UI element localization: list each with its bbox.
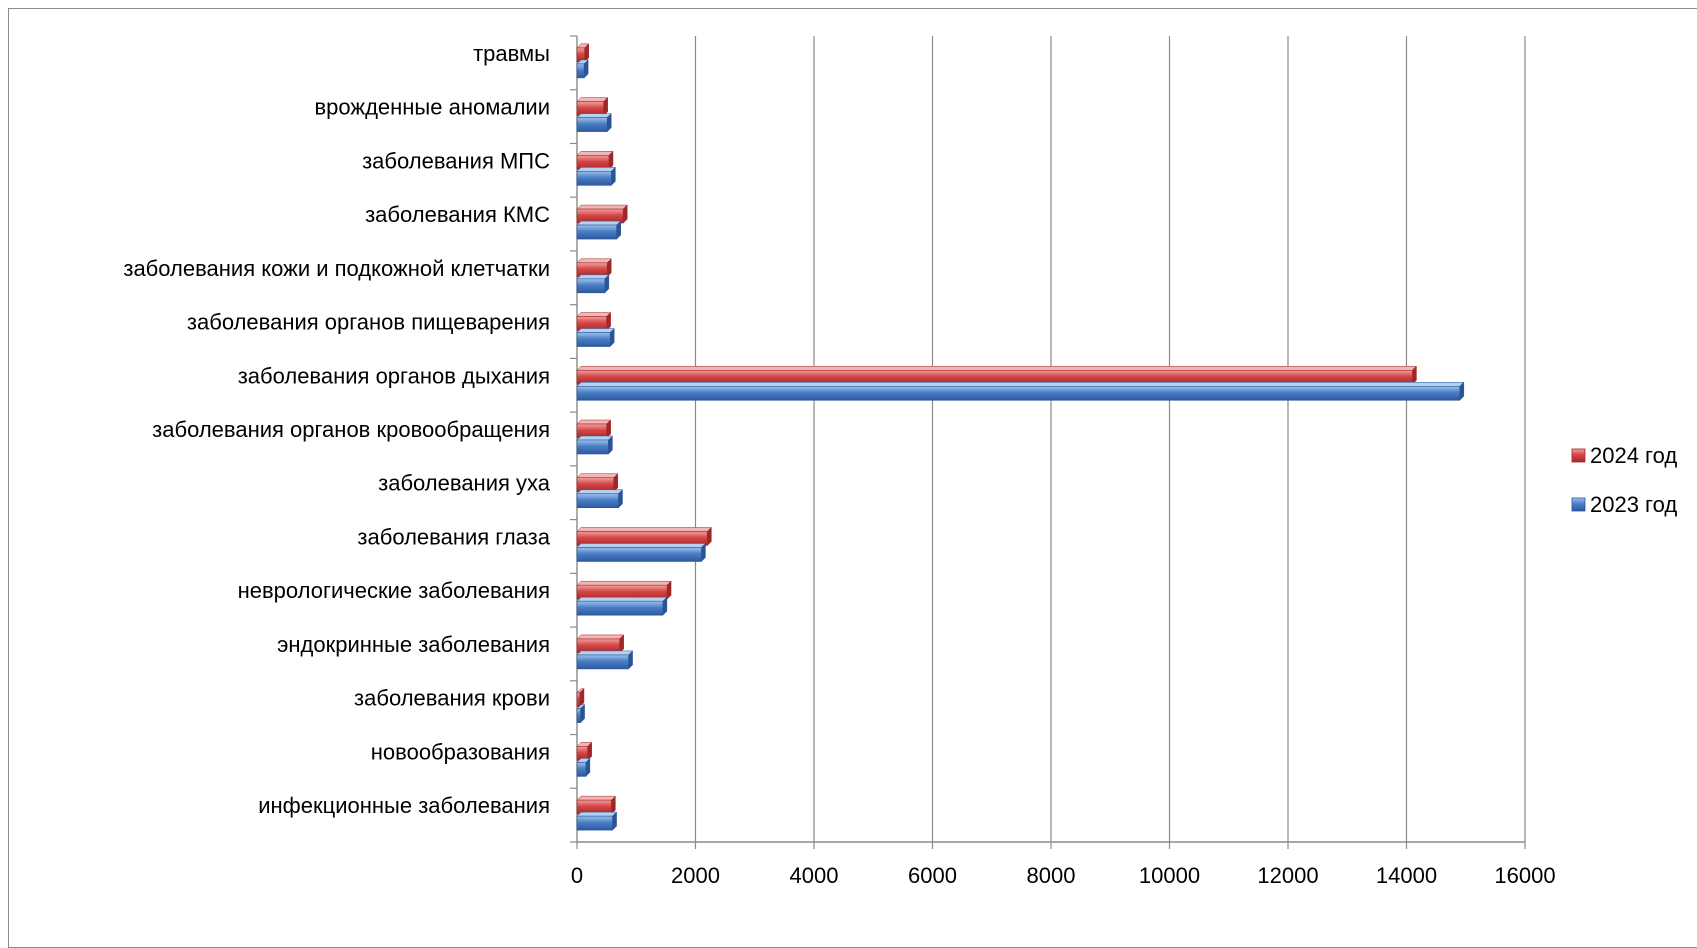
bar-2024 bbox=[576, 692, 581, 707]
x-tick-label: 6000 bbox=[908, 863, 957, 888]
bar-2023-top bbox=[576, 596, 668, 602]
bar-2023 bbox=[576, 224, 617, 240]
x-tick-label: 16000 bbox=[1494, 863, 1555, 888]
bar-2023 bbox=[576, 762, 587, 777]
bar-2023 bbox=[576, 600, 664, 616]
bar-2023-top bbox=[576, 167, 616, 172]
bar-2024-top bbox=[576, 204, 628, 210]
category-label: заболевания органов кровообращения bbox=[152, 417, 550, 442]
bar-2024-top bbox=[576, 151, 614, 156]
category-label: травмы bbox=[473, 41, 550, 66]
category-label: заболевания органов пищеварения bbox=[187, 310, 550, 335]
legend-swatch bbox=[1571, 448, 1586, 463]
x-tick-label: 0 bbox=[571, 863, 583, 888]
legend-label: 2023 год bbox=[1590, 492, 1677, 517]
bar-2023 bbox=[576, 439, 609, 455]
category-label: заболевания органов дыхания bbox=[238, 363, 550, 388]
bar-2023 bbox=[576, 547, 702, 562]
bar-2023 bbox=[576, 171, 612, 186]
bar-2023 bbox=[576, 654, 629, 670]
gridlines bbox=[694, 36, 1526, 842]
bar-2023-top bbox=[576, 543, 707, 548]
x-tick-label: 4000 bbox=[790, 863, 839, 888]
bar-2023 bbox=[576, 493, 619, 509]
category-label: заболевания МПС bbox=[362, 148, 550, 173]
category-label: эндокринные заболевания bbox=[277, 632, 550, 657]
category-label: заболевания кожи и подкожной клетчатки bbox=[123, 256, 550, 281]
x-tick-labels: 0 2000 4000 6000 8000 10000 12000 14000 16000 bbox=[571, 863, 1556, 888]
bar-2023-top bbox=[576, 650, 634, 656]
bar-2024-top bbox=[576, 527, 712, 532]
bar-2023 bbox=[576, 117, 608, 132]
bar-2023 bbox=[576, 815, 613, 831]
legend-swatch bbox=[1571, 497, 1586, 512]
legend: 2024 год 2023 год bbox=[1571, 443, 1677, 517]
category-label: инфекционные заболевания bbox=[258, 793, 550, 818]
bar-2024-top bbox=[576, 634, 625, 640]
bar-2024-top bbox=[576, 580, 672, 586]
bar-2024-top bbox=[576, 97, 609, 102]
x-tick-label: 10000 bbox=[1139, 863, 1200, 888]
bar-2024-top bbox=[576, 312, 612, 317]
category-label: новообразования bbox=[371, 739, 550, 764]
bar-2024-top bbox=[576, 419, 612, 425]
bar-2023-top bbox=[576, 489, 624, 494]
bar-2023-top bbox=[576, 113, 612, 118]
category-labels: инфекционные заболевания новообразования з… bbox=[123, 41, 550, 818]
category-label: заболевания КМС bbox=[365, 202, 550, 227]
bar-2023-top bbox=[576, 382, 1465, 387]
category-label: врожденные аномалии bbox=[314, 95, 550, 120]
category-label: заболевания глаза bbox=[357, 524, 550, 549]
bar-2024-top bbox=[576, 795, 616, 801]
category-label: заболевания крови bbox=[354, 686, 550, 711]
bar-2023 bbox=[576, 278, 606, 294]
bars bbox=[576, 43, 1465, 831]
category-label: заболевания уха bbox=[378, 471, 551, 496]
x-tick-label: 2000 bbox=[671, 863, 720, 888]
axes bbox=[570, 35, 1526, 849]
bar-2023 bbox=[576, 63, 585, 79]
category-label: неврологические заболевания bbox=[238, 578, 550, 603]
bar-2024-top bbox=[576, 258, 612, 264]
x-tick-label: 12000 bbox=[1257, 863, 1318, 888]
x-tick-label: 14000 bbox=[1376, 863, 1437, 888]
bar-2023 bbox=[576, 708, 581, 723]
bar-2023 bbox=[576, 332, 611, 347]
bar-2024-top bbox=[576, 366, 1418, 371]
bar-2023-top bbox=[576, 274, 610, 280]
bar-2023-top bbox=[576, 220, 622, 226]
legend-label: 2024 год bbox=[1590, 443, 1677, 468]
bar-2024-top bbox=[576, 473, 619, 478]
bar-2023-top bbox=[576, 328, 615, 333]
bar-2023-top bbox=[576, 435, 614, 441]
bar-2023-top bbox=[576, 811, 618, 817]
x-tick-label: 8000 bbox=[1027, 863, 1076, 888]
bar-2023 bbox=[576, 385, 1461, 401]
